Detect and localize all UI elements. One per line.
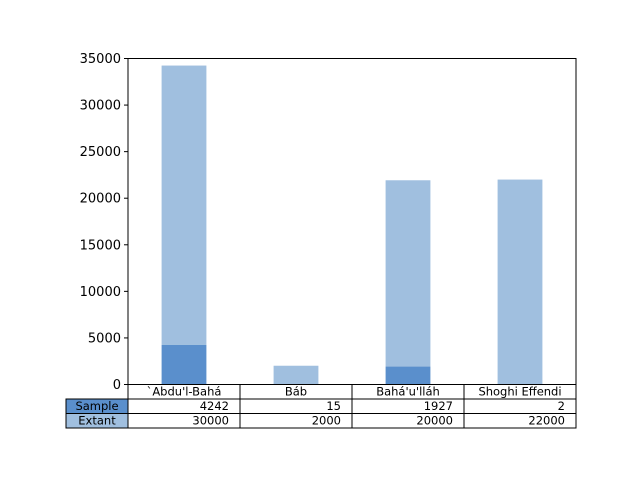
y-axis: 0 5000 10000 15000 20000 25000 30000 35000 <box>80 52 128 393</box>
y-tick-label: 35000 <box>80 52 121 67</box>
data-table: `Abdu'l-Bahá Báb Bahá'u'lláh Shoghi Effendi… <box>65 384 577 429</box>
table-cell-value: 15 <box>326 399 341 413</box>
table-cell-value: 22000 <box>528 414 565 428</box>
table-cell-value: 20000 <box>416 414 453 428</box>
table-cell-value: 2 <box>558 399 565 413</box>
table-cell-value: 30000 <box>192 414 229 428</box>
bar-extant-1 <box>273 365 319 385</box>
y-tick-label: 20000 <box>80 192 121 207</box>
table-row-label: Sample <box>75 399 118 413</box>
bar-extant-0 <box>161 65 207 345</box>
y-tick-label: 0 <box>113 378 121 393</box>
y-tick-label: 30000 <box>80 99 121 114</box>
bar-extant-3 <box>497 179 543 385</box>
table-cell-value: 1927 <box>424 399 453 413</box>
y-tick-label: 15000 <box>80 238 121 253</box>
bar-sample-0 <box>161 344 207 385</box>
table-header-label: Báb <box>285 385 307 399</box>
bar-sample-2 <box>385 366 431 385</box>
y-tick-label: 5000 <box>88 331 121 346</box>
table-header-label: Shoghi Effendi <box>478 385 561 399</box>
bars-group <box>161 65 543 385</box>
y-tick-label: 25000 <box>80 145 121 160</box>
table-header-label: `Abdu'l-Bahá <box>147 385 222 399</box>
table-cell-value: 2000 <box>312 414 341 428</box>
bar-extant-2 <box>385 180 431 367</box>
y-tick-label: 10000 <box>80 285 121 300</box>
table-cell-value: 4242 <box>200 399 229 413</box>
table-row-label: Extant <box>78 414 116 428</box>
table-cell <box>463 413 577 429</box>
table-header-label: Bahá'u'lláh <box>376 385 440 399</box>
